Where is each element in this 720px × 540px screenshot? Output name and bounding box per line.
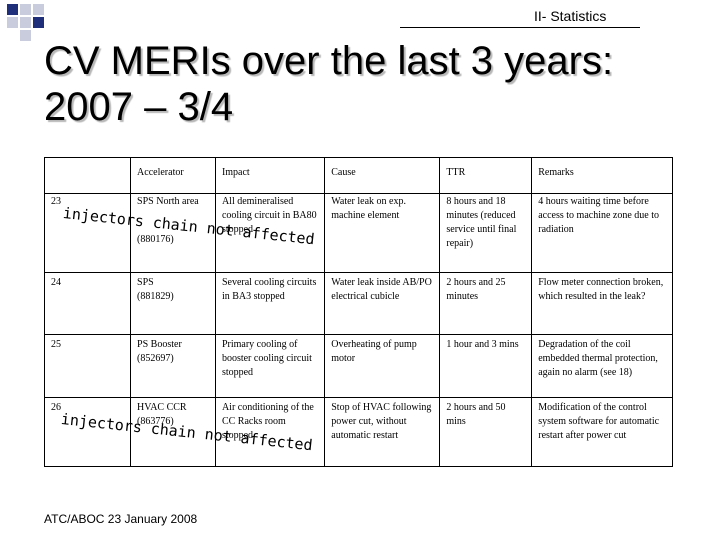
decorative-square-light-5 bbox=[20, 30, 31, 41]
remarks-cell: Flow meter connection broken, which resu… bbox=[531, 272, 673, 335]
cause-cell: Water leak on exp. machine element bbox=[324, 193, 441, 273]
decorative-square-light-1 bbox=[20, 4, 31, 15]
row-id: 24 bbox=[43, 272, 132, 335]
accelerator-name: SPS bbox=[137, 277, 154, 288]
accelerator-ref: (863776) bbox=[137, 416, 174, 427]
incidents-table: Accelerator Impact Cause TTR Remarks 23 … bbox=[43, 157, 673, 467]
slide-title: CV MERIs over the last 3 years: 2007 – 3… bbox=[44, 38, 613, 130]
decorative-square-light-4 bbox=[33, 4, 44, 15]
header-cell-remarks: Remarks bbox=[531, 157, 673, 194]
row-id: 23 bbox=[43, 193, 132, 273]
header-cell-accelerator: Accelerator bbox=[130, 157, 216, 194]
accelerator-cell: PS Booster (852697) bbox=[130, 334, 216, 398]
remarks-cell: Modification of the control system softw… bbox=[531, 397, 673, 467]
decorative-square-dark-1 bbox=[7, 4, 18, 15]
ttr-cell: 2 hours and 25 minutes bbox=[439, 272, 533, 335]
accelerator-cell: SPS North area (880176) bbox=[130, 193, 216, 273]
footer-text: ATC/ABOC 23 January 2008 bbox=[44, 512, 198, 526]
header-cell-empty bbox=[43, 157, 132, 194]
table-row: 25 PS Booster (852697) Primary cooling o… bbox=[43, 334, 673, 398]
title-line-2: 2007 – 3/4 bbox=[44, 85, 234, 129]
table-header-row: Accelerator Impact Cause TTR Remarks bbox=[43, 157, 673, 194]
cause-cell: Water leak inside AB/PO electrical cubic… bbox=[324, 272, 441, 335]
table-row: 23 SPS North area (880176) All demineral… bbox=[43, 193, 673, 273]
header-cell-impact: Impact bbox=[214, 157, 326, 194]
ttr-cell: 2 hours and 50 mins bbox=[439, 397, 533, 467]
ttr-cell: 1 hour and 3 mins bbox=[439, 334, 533, 398]
accelerator-cell: HVAC CCR (863776) bbox=[130, 397, 216, 467]
decorative-square-dark-2 bbox=[33, 17, 44, 28]
table-row: 24 SPS (881829) Several cooling circuits… bbox=[43, 272, 673, 335]
section-label: II- Statistics bbox=[534, 8, 607, 24]
impact-cell: All demineralised cooling circuit in BA8… bbox=[214, 193, 326, 273]
remarks-cell: 4 hours waiting time before access to ma… bbox=[531, 193, 673, 273]
table-row: 26 HVAC CCR (863776) Air conditioning of… bbox=[43, 397, 673, 467]
decorative-square-light-2 bbox=[20, 17, 31, 28]
ttr-cell: 8 hours and 18 minutes (reduced service … bbox=[439, 193, 533, 273]
accelerator-name: HVAC CCR bbox=[137, 402, 187, 413]
impact-cell: Several cooling circuits in BA3 stopped bbox=[214, 272, 326, 335]
accelerator-ref: (852697) bbox=[137, 353, 174, 364]
header-cell-ttr: TTR bbox=[439, 157, 533, 194]
cause-cell: Overheating of pump motor bbox=[324, 334, 441, 398]
impact-cell: Air conditioning of the CC Racks room st… bbox=[214, 397, 326, 467]
header-rule bbox=[400, 27, 640, 28]
accelerator-name: SPS North area bbox=[137, 196, 199, 207]
accelerator-ref: (880176) bbox=[137, 234, 174, 245]
row-id: 25 bbox=[43, 334, 132, 398]
cause-cell: Stop of HVAC following power cut, withou… bbox=[324, 397, 441, 467]
title-line-1: CV MERIs over the last 3 years: bbox=[44, 39, 614, 83]
decorative-square-light-3 bbox=[7, 17, 18, 28]
accelerator-name: PS Booster bbox=[137, 339, 182, 350]
header-cell-cause: Cause bbox=[324, 157, 441, 194]
remarks-cell: Degradation of the coil embedded thermal… bbox=[531, 334, 673, 398]
impact-cell: Primary cooling of booster cooling circu… bbox=[214, 334, 326, 398]
accelerator-cell: SPS (881829) bbox=[130, 272, 216, 335]
row-id: 26 bbox=[43, 397, 132, 467]
accelerator-ref: (881829) bbox=[137, 291, 174, 302]
